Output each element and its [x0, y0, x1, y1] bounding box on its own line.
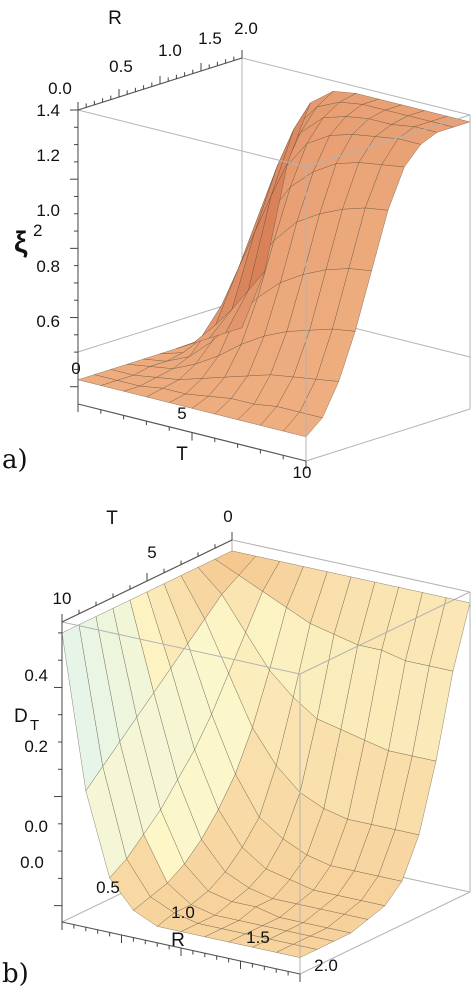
- chart-b-t-tick-2: 10: [53, 589, 72, 608]
- chart-a-r-tick-1: 0.5: [109, 57, 133, 76]
- chart-a-t-tick-2: 10: [293, 463, 312, 482]
- chart-a-z-tick-1: 0.8: [36, 257, 60, 276]
- chart-a-t-axis-label: T: [176, 444, 188, 465]
- panel-label-a: a): [2, 445, 28, 475]
- chart-b-surface: [61, 550, 471, 958]
- chart-a-r-axis-label: R: [108, 8, 122, 29]
- chart-a: 0.6 0.8 1.0 1.2 1.4 0 5 10 0.0 0.5 1.0 1…: [2, 8, 471, 482]
- chart-b-ticks: [54, 532, 301, 982]
- chart-a-surface: [77, 90, 471, 438]
- chart-b-z-axis-label: D: [14, 706, 28, 727]
- chart-b-r-tick-0: 0.0: [20, 853, 44, 872]
- chart-b-r-axis-label: R: [171, 930, 185, 951]
- chart-a-r-tick-2: 1.0: [158, 41, 182, 60]
- chart-a-z-tick-2: 1.0: [36, 201, 60, 220]
- chart-a-ticks: [70, 50, 307, 469]
- chart-a-z-axis-label-sup: 2: [33, 221, 42, 240]
- chart-b-surface-patch-0-0: [214, 550, 257, 576]
- panel-label-b: b): [2, 959, 29, 989]
- chart-b-z-tick-2: 0.4: [24, 666, 48, 685]
- chart-b-r-tick-1: 0.5: [96, 878, 120, 897]
- chart-a-z-axis-label: ξ: [14, 226, 28, 259]
- chart-b-t-axis-label: T: [106, 508, 118, 529]
- chart-b-r-tick-2: 1.0: [171, 903, 195, 922]
- chart-a-z-tick-4: 1.4: [36, 101, 60, 120]
- chart-a-surface-patch-0-9: [225, 271, 266, 334]
- chart-a-t-tick-0: 0: [71, 359, 80, 378]
- chart-b-r-tick-3: 1.5: [246, 928, 270, 947]
- chart-a-z-tick-0: 0.6: [36, 312, 60, 331]
- chart-a-t-tick-1: 5: [177, 404, 186, 423]
- chart-b-z-tick-0: 0.0: [24, 817, 48, 836]
- chart-b-z-axis-label-sub: T: [30, 717, 39, 734]
- chart-b-t-tick-1: 5: [147, 543, 156, 562]
- chart-a-r-tick-4: 2.0: [234, 19, 258, 38]
- chart-a-z-tick-3: 1.2: [36, 146, 60, 165]
- chart-a-r-tick-0: 0.0: [48, 79, 72, 98]
- chart-b: 0.0 0.2 0.4 0.0 0.5 1.0 1.5 2.0 0 5 10 T…: [2, 507, 471, 989]
- chart-a-r-tick-3: 1.5: [198, 29, 222, 48]
- chart-b-t-tick-0: 0: [223, 507, 232, 526]
- chart-b-r-tick-4: 2.0: [314, 956, 338, 975]
- chart-b-z-tick-1: 0.2: [24, 737, 48, 756]
